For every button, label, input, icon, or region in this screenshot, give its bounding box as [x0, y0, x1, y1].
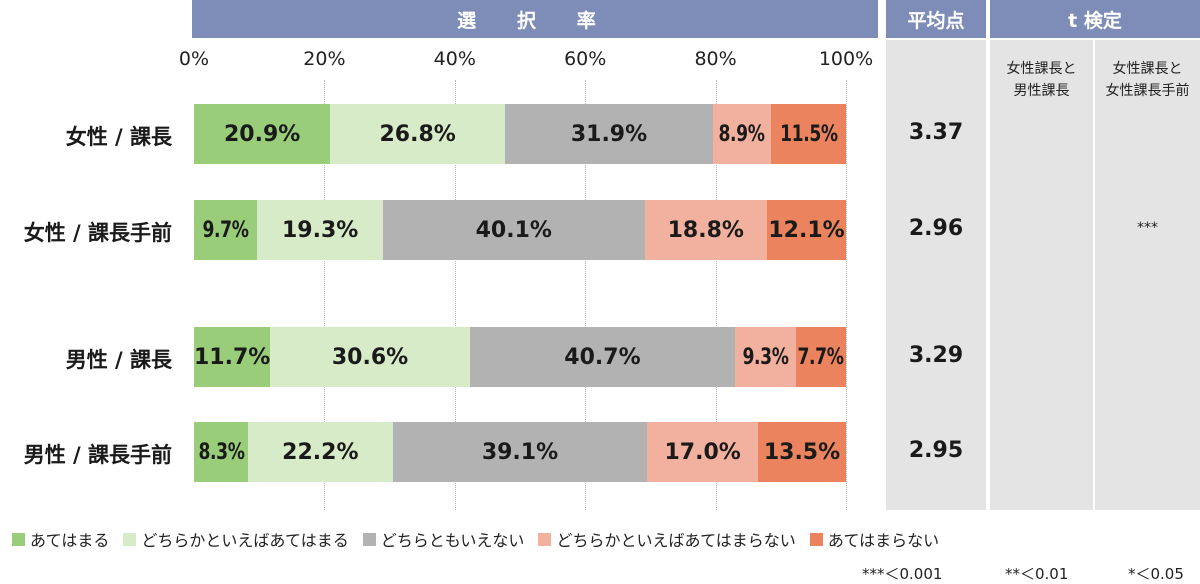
data-label: 11.7%	[193, 344, 271, 370]
legend-swatch	[123, 532, 137, 546]
data-label: 18.8%	[667, 217, 744, 243]
x-tick-label: 0%	[178, 48, 210, 70]
data-label: 8.3%	[198, 439, 245, 465]
chart-legend: あてはまる どちらかといえばあてはまる どちらともいえない どちらかといえばあてはまら…	[12, 527, 953, 551]
t-test-col2-heading: 女性課長と 女性課長手前	[1095, 58, 1200, 102]
legend-label: あてはまる	[30, 531, 110, 550]
data-label: 22.2%	[282, 439, 359, 465]
legend-item: あてはまらない	[809, 527, 940, 551]
data-label: 9.7%	[202, 217, 249, 243]
legend-item: どちらともいえない	[362, 527, 525, 551]
data-label: 20.9%	[223, 121, 301, 147]
t-test-column-panel-2	[1095, 40, 1200, 510]
bar-segment: 31.9%	[505, 104, 713, 164]
data-label: 17.0%	[664, 439, 741, 465]
bar-segment: 20.9%	[194, 104, 331, 164]
stacked-bar: 9.7% 19.3% 40.1% 18.8% 12.1%	[194, 200, 846, 260]
data-label: 12.1%	[768, 217, 845, 243]
bar-segment: 11.7%	[194, 327, 270, 387]
average-value: 3.37	[908, 120, 964, 145]
bar-segment: 18.8%	[644, 200, 768, 260]
bar-segment: 30.6%	[270, 327, 470, 387]
average-value: 2.95	[908, 438, 964, 463]
t-test-column-panel-1	[990, 40, 1093, 510]
bar-segment: 12.1%	[767, 200, 846, 260]
bar-segment: 9.7%	[194, 200, 258, 260]
gridline	[585, 80, 587, 510]
data-label: 8.9%	[718, 121, 766, 147]
legend-swatch	[809, 532, 823, 546]
data-label: 11.5%	[779, 121, 838, 147]
bar-segment: 8.3%	[194, 422, 249, 482]
gridline	[454, 80, 456, 510]
bar-segment: 13.5%	[758, 422, 846, 482]
bar-segment: 26.8%	[330, 104, 505, 164]
x-tick-label: 40%	[433, 48, 476, 70]
gridline	[324, 80, 326, 510]
bar-segment: 40.7%	[469, 327, 736, 387]
stacked-bar: 8.3% 22.2% 39.1% 17.0% 13.5%	[194, 422, 846, 482]
gridline	[846, 80, 847, 510]
data-label: 9.3%	[742, 344, 789, 370]
x-tick-label: 20%	[303, 48, 346, 70]
average-value: 3.29	[908, 343, 964, 368]
legend-label: どちらともいえない	[380, 531, 525, 550]
significance-note-001: ***＜0.001	[862, 565, 943, 583]
category-label: 女性 / 課長手前	[23, 221, 172, 245]
data-label: 40.7%	[564, 344, 641, 370]
bar-segment: 39.1%	[392, 422, 648, 482]
bar-segment: 40.1%	[383, 200, 645, 260]
bar-segment: 9.3%	[735, 327, 796, 387]
stacked-bar: 20.9% 26.8% 31.9% 8.9% 11.5%	[194, 104, 846, 164]
selection-rate-header: 選 択 率	[192, 0, 878, 38]
legend-item: どちらかといえばあてはまる	[123, 527, 349, 551]
data-label: 31.9%	[570, 121, 648, 147]
data-label: 13.5%	[763, 439, 841, 465]
legend-label: あてはまらない	[827, 531, 940, 550]
t-test-col1-heading: 女性課長と 男性課長	[990, 58, 1093, 102]
data-label: 26.8%	[379, 121, 456, 147]
data-label: 40.1%	[475, 217, 552, 243]
x-tick-label: 100%	[818, 48, 874, 70]
legend-swatch	[538, 532, 552, 546]
stacked-bar: 11.7% 30.6% 40.7% 9.3% 7.7%	[194, 327, 846, 387]
data-label: 7.7%	[797, 344, 844, 370]
t-test-mark: ***	[1137, 220, 1158, 236]
t-test-col2-line1: 女性課長と	[1112, 61, 1183, 77]
bar-segment: 19.3%	[257, 200, 384, 260]
gridline	[715, 80, 717, 510]
legend-label: どちらかといえばあてはまらない	[556, 531, 796, 550]
t-test-col1-line1: 女性課長と	[1006, 61, 1077, 77]
category-label: 男性 / 課長	[65, 348, 172, 372]
bar-segment: 7.7%	[795, 327, 846, 387]
legend-swatch	[362, 532, 376, 546]
t-test-header: t 検定	[990, 0, 1200, 38]
x-tick-label: 80%	[694, 48, 737, 70]
bar-segment: 11.5%	[771, 104, 846, 164]
t-test-col1-line2: 男性課長	[1013, 83, 1070, 99]
significance-note-01: **＜0.01	[1005, 565, 1069, 583]
legend-swatch	[12, 532, 25, 546]
category-label: 女性 / 課長	[65, 125, 172, 149]
average-header: 平均点	[886, 0, 986, 38]
legend-item: どちらかといえばあてはまらない	[538, 527, 796, 551]
legend-label: どちらかといえばあてはまる	[141, 531, 349, 550]
data-label: 39.1%	[481, 439, 559, 465]
average-value: 2.96	[908, 216, 964, 241]
t-test-col2-line2: 女性課長手前	[1105, 83, 1190, 99]
data-label: 19.3%	[281, 217, 359, 243]
bar-segment: 8.9%	[712, 104, 771, 164]
legend-item: あてはまる	[12, 527, 109, 551]
significance-note-05: *＜0.05	[1128, 565, 1184, 583]
average-column-panel	[886, 40, 986, 510]
category-label: 男性 / 課長手前	[23, 443, 172, 467]
data-label: 30.6%	[331, 344, 409, 370]
bar-segment: 17.0%	[647, 422, 759, 482]
bar-segment: 22.2%	[248, 422, 393, 482]
x-tick-label: 60%	[564, 48, 607, 70]
